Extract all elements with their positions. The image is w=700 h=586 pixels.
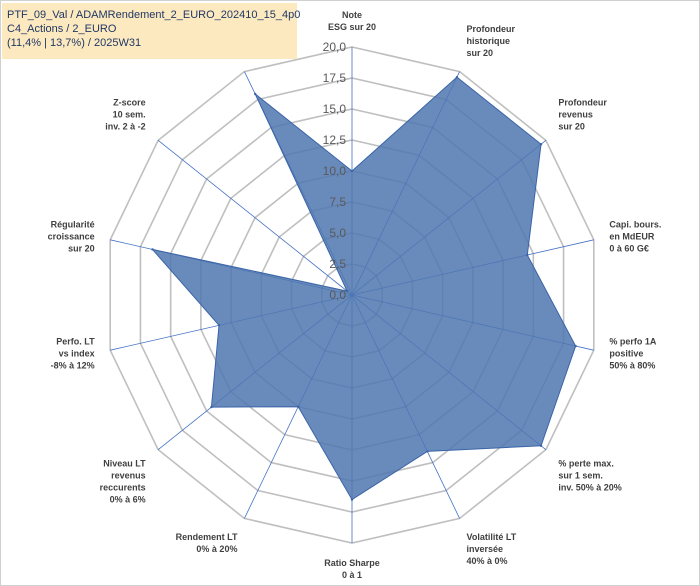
axis-label-line: Profondeur: [467, 24, 516, 34]
axis-label-line: Niveau LT: [103, 459, 146, 469]
axis-label-2: Profondeur revenus sur 20: [558, 97, 607, 131]
series-point-11: [151, 248, 154, 251]
chart-title-box: PTF_09_Val / ADAMRendement_2_EURO_202410…: [2, 3, 301, 59]
axis-label-line: 10 sem.: [113, 109, 146, 119]
axis-label-line: -8% à 12%: [51, 361, 95, 371]
axis-label-line: Volatilité LT: [467, 532, 517, 542]
chart-title-line-1: PTF_09_Val / ADAMRendement_2_EURO_202410…: [7, 9, 301, 21]
axis-label-line: % perte max.: [558, 459, 614, 469]
axis-label-line: 0 à 60 G€: [609, 243, 649, 253]
axis-label-line: croissance: [48, 231, 95, 241]
series-point-13: [253, 92, 257, 96]
axis-label-11: Régularité croissance sur 20: [48, 219, 95, 253]
axis-label-5: % perte max. sur 1 sem. inv. 50% à 20%: [558, 459, 621, 493]
axis-label-1: Profondeur historique sur 20: [467, 24, 516, 58]
axis-label-12: Z-score 10 sem. inv. 2 à -2: [105, 97, 145, 131]
axis-label-line: Rendement LT: [176, 532, 238, 542]
tick-layer: 0,0 2,5 5,0 7,5 10,0 12,5 15,0 17,5 20,0: [323, 40, 347, 302]
axis-label-6: Volatilité LT inversée 40% à 0%: [467, 532, 517, 566]
tick-label: 12,5: [323, 133, 347, 147]
axis-label-line: 0 à 1: [342, 570, 362, 580]
chart-title-line-2: C4_Actions / 2_EURO: [7, 23, 117, 35]
chart-title-line-3: (11,4% | 13,7%) / 2025W31: [7, 37, 142, 49]
tick-label: 17,5: [323, 71, 347, 85]
axis-label-line: sur 20: [467, 48, 494, 58]
axis-label-line: 0% à 20%: [196, 544, 237, 554]
series-point-12: [345, 289, 349, 293]
axis-label-line: Capi. bours.: [609, 219, 661, 229]
tick-label: 7,5: [329, 195, 346, 209]
series-point-8: [296, 405, 300, 408]
tick-label: 2,5: [329, 257, 346, 271]
axis-label-line: 0% à 6%: [110, 495, 146, 505]
axis-label-line: revenus: [111, 471, 146, 481]
series-point-9: [210, 405, 213, 409]
tick-label: 0,0: [329, 288, 346, 302]
tick-label: 10,0: [323, 164, 347, 178]
series-area-0: [151, 76, 577, 501]
series-point-2: [539, 143, 543, 146]
series-point-5: [539, 444, 543, 447]
axis-label-3: Capi. bours. en MdEUR 0 à 60 G€: [609, 219, 661, 253]
axis-label-line: ESG sur 20: [328, 22, 376, 32]
axis-label-9: Niveau LT revenus reccurents 0% à 6%: [100, 459, 147, 505]
axis-label-line: historique: [467, 36, 511, 46]
axis-label-4: % perfo 1A positive 50% à 80%: [609, 337, 657, 371]
axis-label-line: % perfo 1A: [609, 337, 657, 347]
series-point-6: [426, 450, 429, 453]
axis-label-line: inv. 50% à 20%: [558, 483, 621, 493]
series-point-10: [217, 324, 221, 327]
series-point-1: [455, 75, 459, 79]
axis-label-line: Profondeur: [558, 97, 607, 107]
axis-label-10: Perfo. LT vs index -8% à 12%: [51, 337, 96, 371]
axis-label-line: 40% à 0%: [467, 556, 508, 566]
axis-label-line: vs index: [59, 349, 95, 359]
axis-label-line: Z-score: [113, 97, 146, 107]
axis-label-line: inversée: [467, 544, 504, 554]
axis-label-0: Note ESG sur 20: [328, 10, 376, 32]
series-point-7: [350, 498, 354, 501]
series-point-0: [350, 169, 354, 173]
axis-label-8: Rendement LT 0% à 20%: [176, 532, 238, 554]
series-point-3: [526, 253, 529, 257]
spoke-12: [157, 140, 353, 296]
axis-label-line: reccurents: [100, 483, 146, 493]
axis-label-line: sur 20: [558, 121, 585, 131]
axis-label-line: revenus: [558, 109, 593, 119]
axis-label-line: Ratio Sharpe: [324, 558, 380, 568]
axis-label-line: inv. 2 à -2: [105, 121, 145, 131]
series-point-4: [574, 344, 577, 348]
axis-label-7: Ratio Sharpe 0 à 1: [324, 558, 380, 580]
axis-label-line: en MdEUR: [609, 231, 655, 241]
tick-label: 15,0: [323, 102, 347, 116]
axis-label-line: sur 20: [68, 243, 95, 253]
tick-label: 20,0: [323, 40, 347, 54]
axis-label-line: positive: [609, 349, 643, 359]
axis-label-line: 50% à 80%: [609, 361, 655, 371]
series-layer: [151, 75, 577, 501]
axis-label-line: sur 1 sem.: [558, 471, 603, 481]
axis-label-line: Note: [342, 10, 362, 20]
axis-label-line: Perfo. LT: [56, 337, 95, 347]
tick-label: 5,0: [329, 226, 346, 240]
axis-label-line: Régularité: [51, 219, 95, 229]
